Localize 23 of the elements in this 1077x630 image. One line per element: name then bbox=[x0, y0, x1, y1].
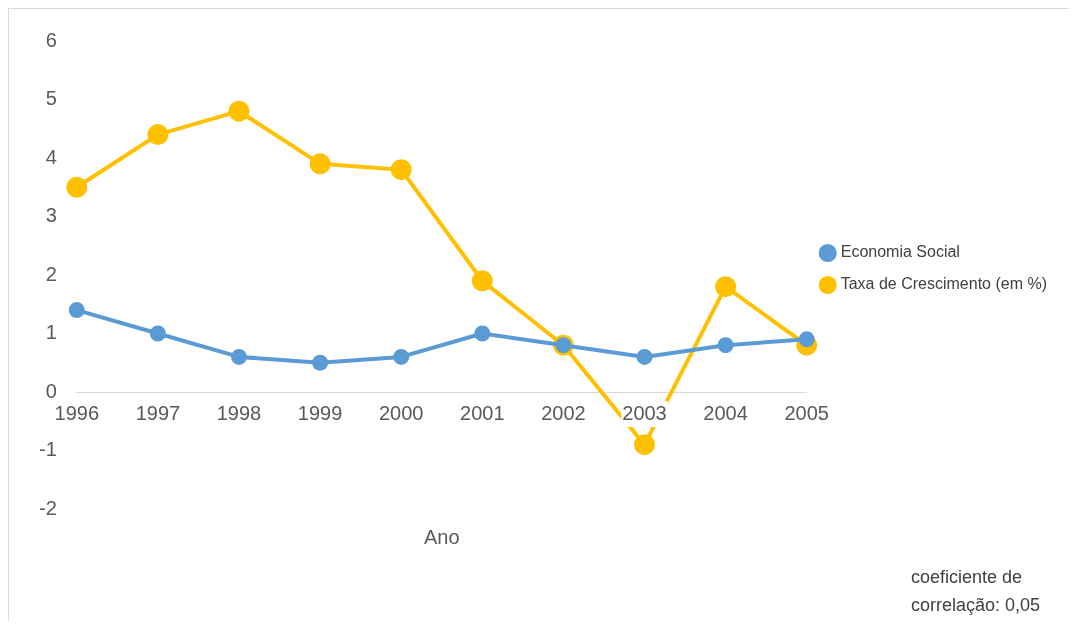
x-tick-label: 1998 bbox=[216, 401, 262, 424]
y-tick-label: -2 bbox=[38, 496, 57, 519]
x-tick-label: 1999 bbox=[297, 401, 343, 424]
y-tick-label: -1 bbox=[38, 438, 57, 461]
x-tick-label: 2005 bbox=[784, 401, 829, 424]
x-tick-label: 2002 bbox=[541, 401, 586, 424]
y-tick-label: 4 bbox=[45, 145, 57, 168]
x-tick-label: 1996 bbox=[54, 401, 100, 424]
y-tick-label: 0 bbox=[45, 379, 57, 402]
x-tick-label: 1997 bbox=[135, 401, 181, 424]
y-tick-label: 5 bbox=[45, 87, 57, 110]
x-tick-label: 2001 bbox=[460, 401, 505, 424]
legend-label: Taxa de Crescimento (em %) bbox=[840, 275, 1048, 293]
text: coeficiente de correlação: 0,05 bbox=[911, 566, 1042, 617]
legend-label: Economia Social bbox=[840, 243, 960, 261]
y-tick-label: 3 bbox=[45, 204, 57, 227]
x-tick-label: 2003 bbox=[622, 401, 667, 424]
x-tick-label: 2004 bbox=[703, 401, 748, 424]
y-tick-label: 2 bbox=[45, 262, 57, 285]
x-tick-label: 2000 bbox=[378, 401, 424, 424]
y-tick-label: 1 bbox=[45, 321, 57, 344]
x-axis-title: Ano bbox=[423, 525, 460, 548]
y-tick-label: 6 bbox=[45, 28, 57, 51]
